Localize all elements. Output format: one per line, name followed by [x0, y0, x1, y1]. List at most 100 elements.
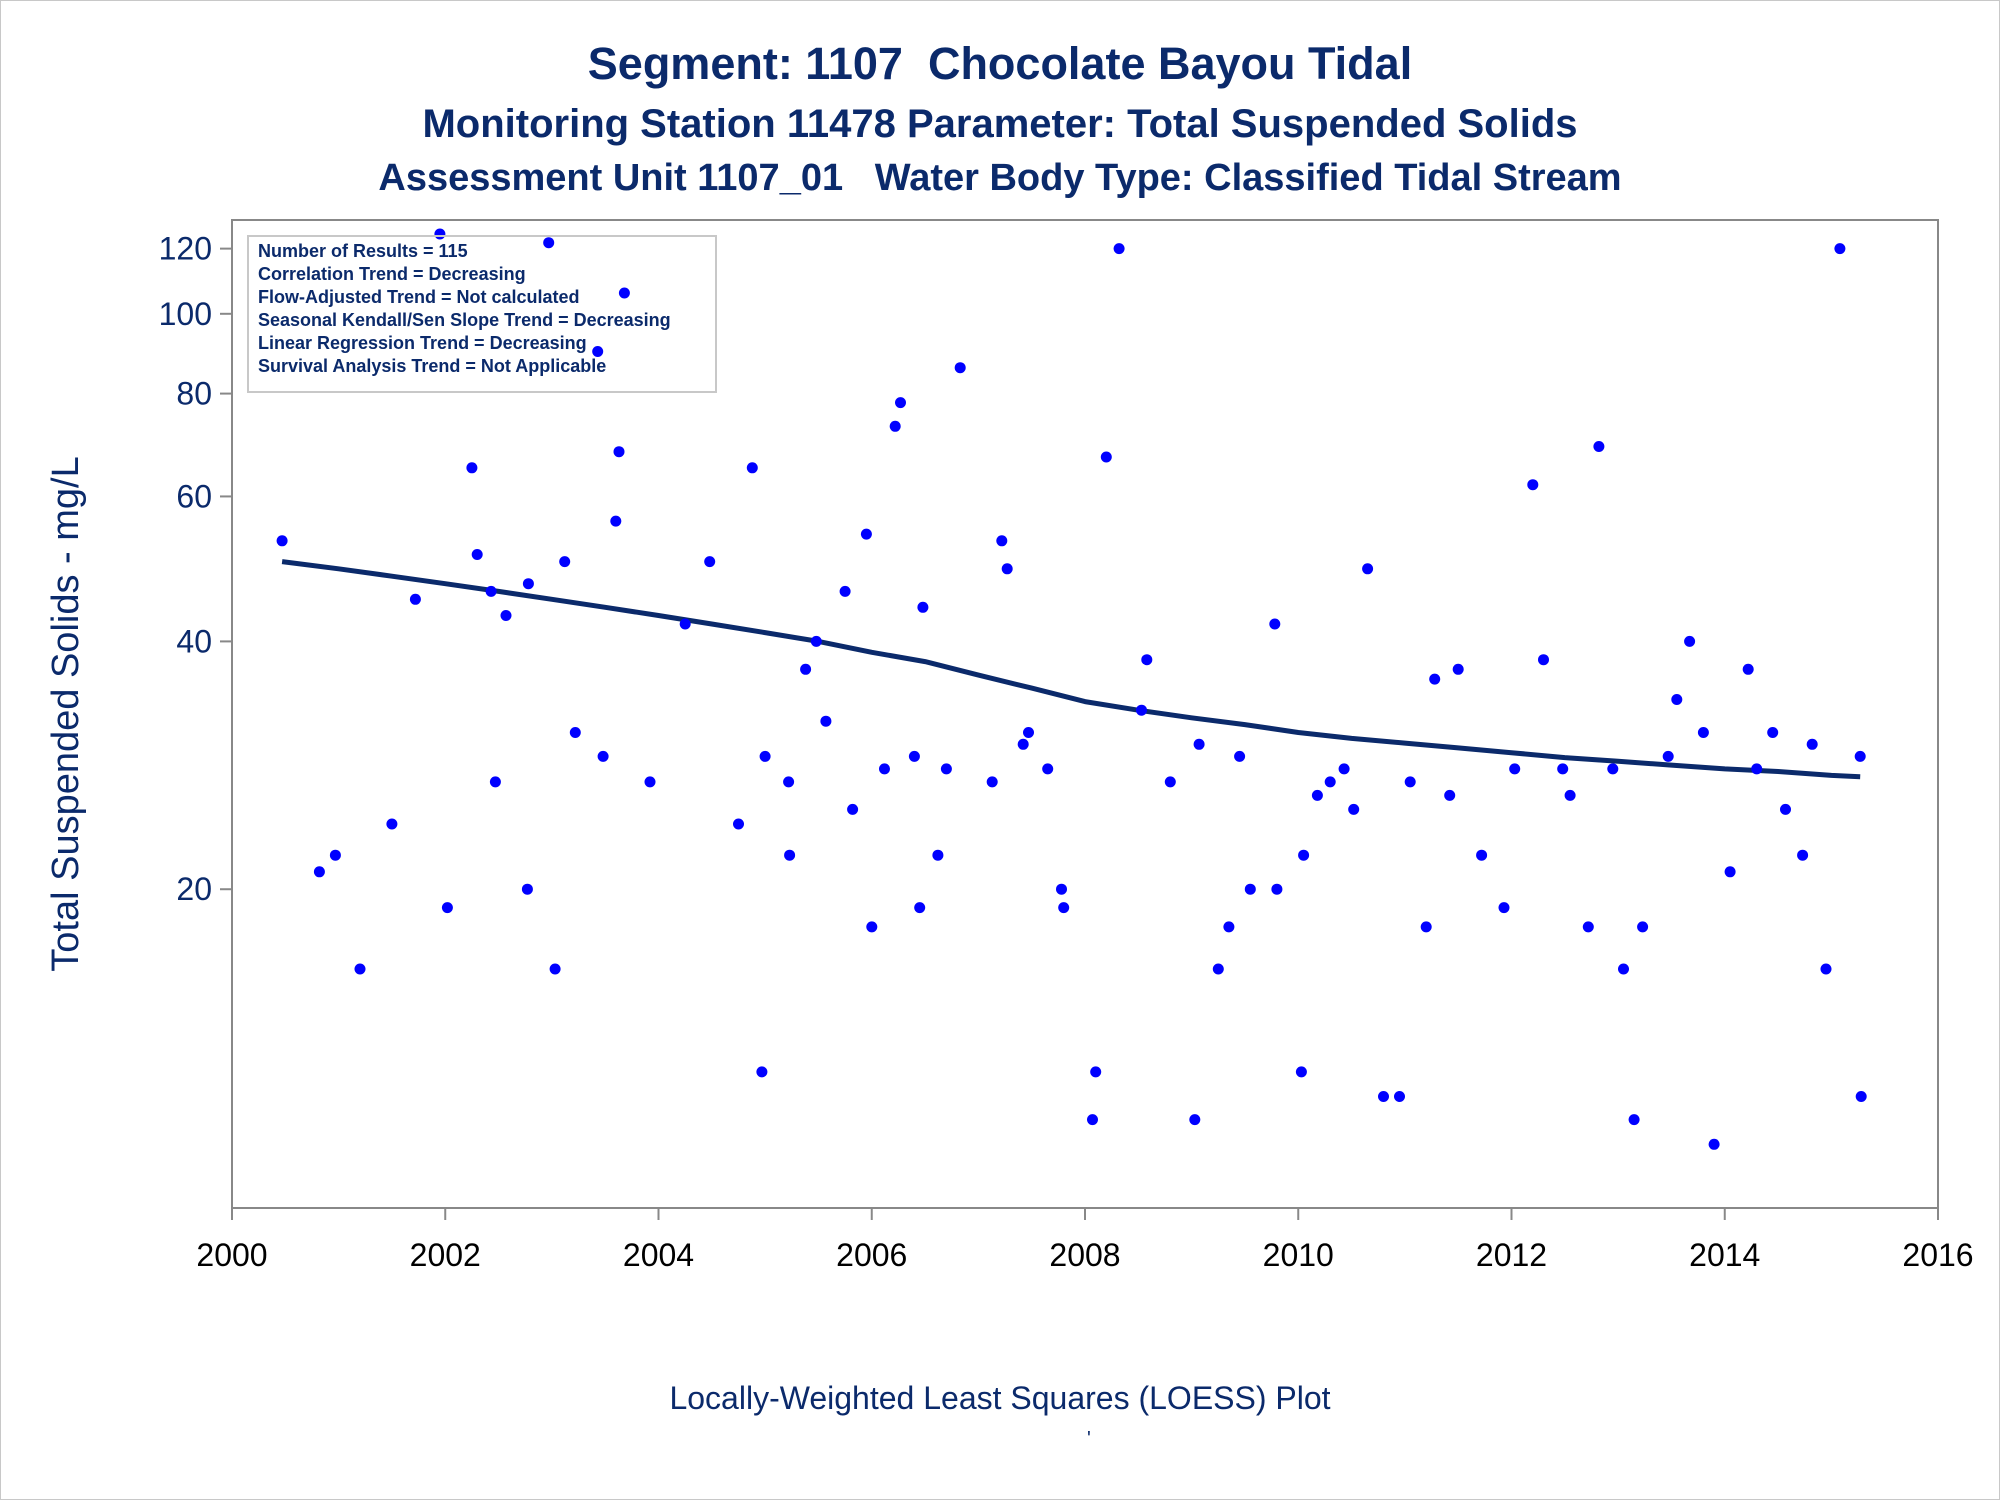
data-point: [644, 776, 656, 788]
data-point: [889, 420, 901, 432]
data-point: [1362, 563, 1374, 575]
data-point: [914, 902, 926, 914]
data-point: [522, 578, 534, 590]
info-box: Number of Results = 115 Correlation Trend…: [247, 235, 717, 393]
data-point: [521, 883, 533, 895]
data-point: [1295, 1066, 1307, 1078]
data-point: [1090, 1066, 1102, 1078]
data-point: [386, 818, 398, 830]
x-tick-label: 2012: [1476, 1237, 1547, 1273]
data-point: [1564, 789, 1576, 801]
x-tick-label: 2010: [1263, 1237, 1334, 1273]
x-tick-label: 2000: [196, 1237, 267, 1273]
data-point: [1348, 803, 1360, 815]
data-point: [329, 849, 341, 861]
data-point: [954, 362, 966, 374]
data-point: [860, 528, 872, 540]
data-point: [679, 618, 691, 630]
chart-subtitle-assessment: Assessment Unit 1107_01 Water Body Type:…: [378, 157, 1622, 199]
data-point: [1394, 1091, 1405, 1102]
data-point: [1452, 663, 1464, 675]
data-point: [592, 346, 604, 357]
data-point: [471, 549, 483, 560]
loess-trend-line: [281, 559, 1861, 780]
data-point: [1724, 866, 1736, 878]
axes: 2000 2002 2004 2006 2008 2010 2012 2014 2016 20 40…: [45, 219, 1974, 1273]
data-point: [1136, 704, 1147, 716]
info-box-border: [247, 235, 717, 393]
footnote: Locally-Weighted Least Squares (LOESS) P…: [669, 1380, 1331, 1416]
data-point: [1662, 750, 1674, 762]
data-point: [1697, 727, 1709, 738]
data-point: [354, 963, 366, 975]
data-point: [932, 849, 944, 861]
y-tick-label: 80: [176, 376, 212, 412]
info-box-line: Flow-Adjusted Trend = Not calculated: [258, 287, 580, 307]
data-point: [1538, 654, 1549, 666]
data-point: [759, 750, 771, 762]
data-point: [1244, 883, 1256, 895]
x-tick-label: 2004: [623, 1237, 694, 1273]
x-tick-label: 2008: [1049, 1237, 1120, 1273]
data-point: [1855, 1091, 1867, 1102]
data-point: [1017, 738, 1029, 750]
data-point: [1628, 1114, 1640, 1126]
data-point: [1234, 750, 1246, 762]
data-point: [1420, 921, 1432, 933]
data-point: [1582, 921, 1594, 933]
data-point: [610, 515, 622, 527]
data-point: [746, 462, 758, 474]
footnote-mark: ': [1087, 1428, 1091, 1450]
data-point: [866, 921, 878, 933]
data-point: [1751, 763, 1763, 775]
data-point: [1056, 883, 1067, 895]
data-point: [276, 535, 288, 547]
data-point: [1269, 618, 1281, 630]
y-tick-label: 100: [159, 296, 212, 332]
data-point: [1042, 763, 1054, 775]
data-point: [1854, 750, 1866, 762]
data-point: [597, 750, 609, 762]
data-point: [1557, 763, 1569, 775]
data-point: [917, 601, 929, 613]
data-point: [1708, 1138, 1720, 1150]
data-point: [1404, 776, 1416, 788]
x-tick-label: 2014: [1689, 1237, 1760, 1273]
data-point: [783, 776, 795, 788]
data-point: [1271, 883, 1283, 895]
x-tick-label: 2002: [410, 1237, 481, 1273]
data-point: [1223, 921, 1235, 933]
data-point: [1058, 902, 1070, 914]
data-point: [1742, 663, 1754, 675]
data-point: [1593, 441, 1605, 452]
data-point: [549, 963, 561, 975]
data-point: [409, 593, 421, 605]
info-box-line: Linear Regression Trend = Decreasing: [258, 333, 587, 353]
y-tick-label: 40: [176, 623, 212, 659]
data-point: [1311, 789, 1323, 801]
loess-line-layer: [281, 559, 1861, 780]
data-point: [559, 556, 571, 568]
data-point: [466, 462, 478, 474]
data-point: [1212, 963, 1224, 975]
data-point: [569, 727, 581, 738]
data-point: [543, 237, 555, 249]
data-point: [1780, 803, 1791, 815]
data-point: [1527, 479, 1539, 491]
y-tick-label: 20: [176, 871, 212, 907]
data-point: [1298, 849, 1310, 861]
data-point: [1429, 673, 1441, 685]
data-point: [1113, 243, 1125, 255]
data-point: [1498, 902, 1510, 914]
data-point: [489, 776, 501, 788]
data-point: [847, 803, 859, 815]
data-point: [1618, 963, 1629, 975]
data-point: [733, 818, 744, 830]
data-point: [800, 663, 812, 675]
y-tick-label: 60: [176, 478, 212, 514]
chart-title: Segment: 1107 Chocolate Bayou Tidal: [587, 38, 1413, 89]
x-tick-label: 2016: [1902, 1237, 1973, 1273]
scatter-points: [276, 228, 1867, 1150]
data-point: [895, 397, 906, 409]
